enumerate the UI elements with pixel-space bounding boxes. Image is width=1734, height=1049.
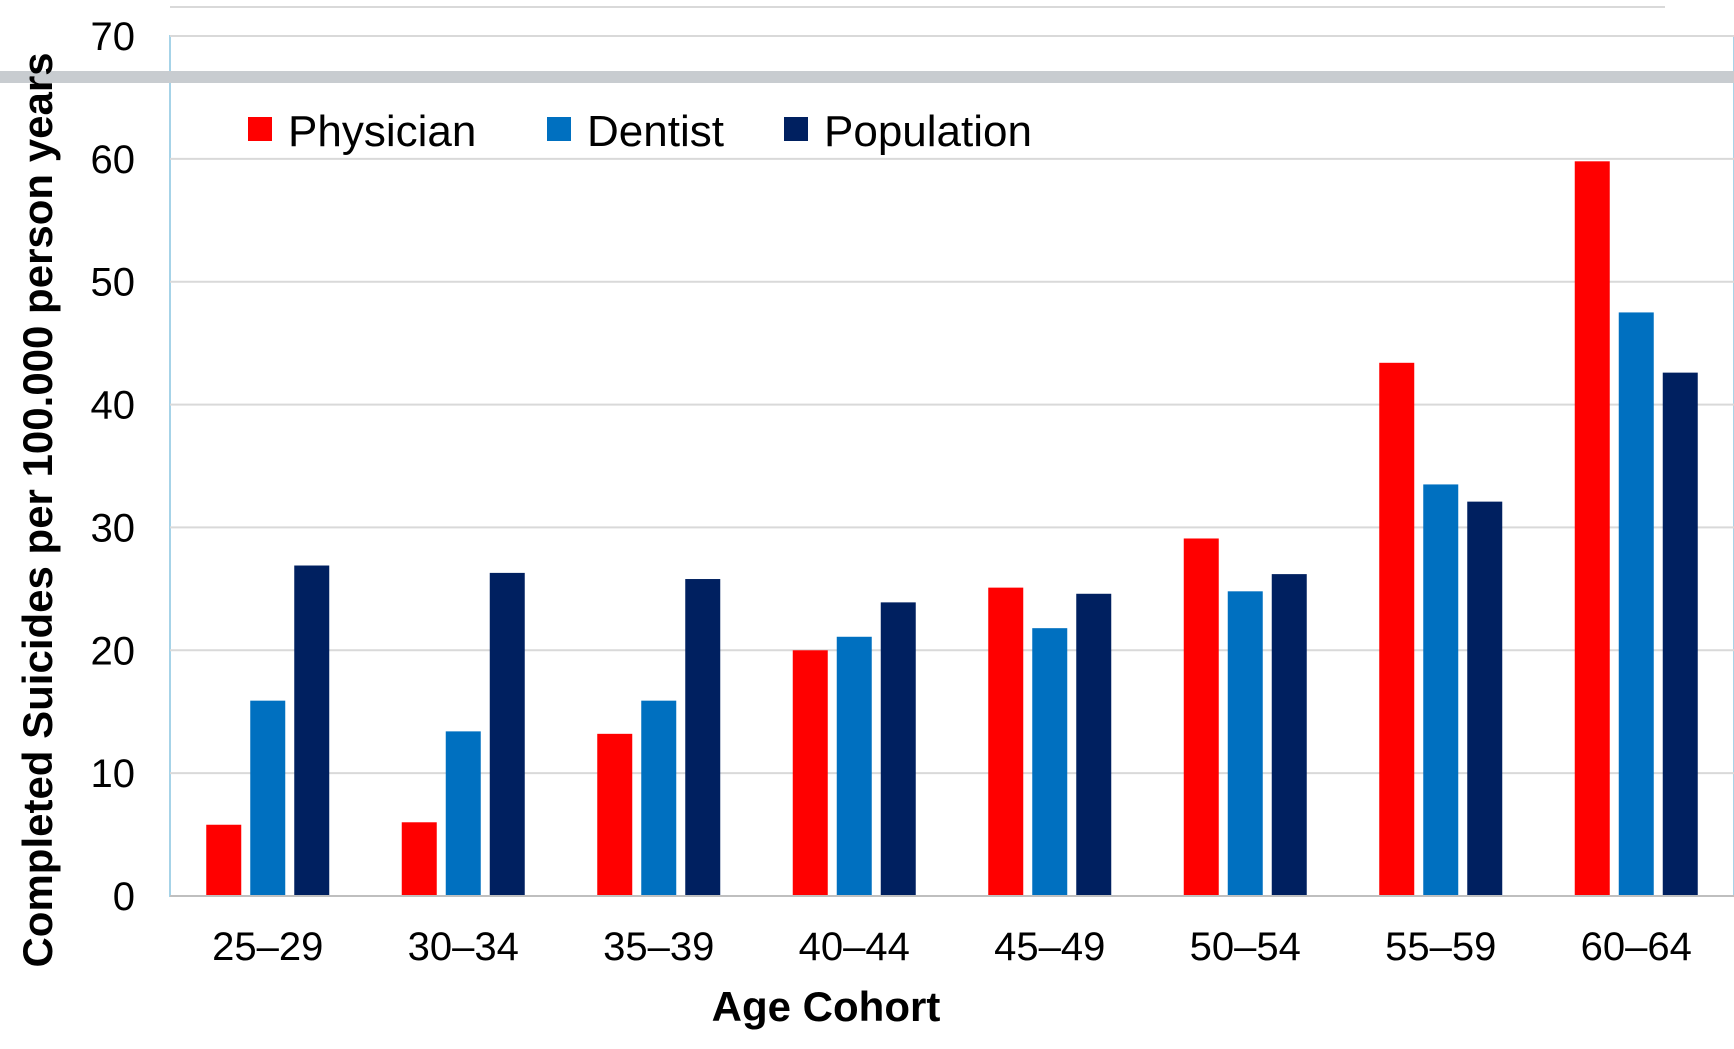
bar-dentist-60–64: [1618, 312, 1654, 896]
y-tick-label-50: 50: [91, 261, 136, 305]
header-banner-bar: [0, 71, 1734, 83]
y-axis-title: Completed Suicides per 100.000 person ye…: [14, 52, 61, 967]
bar-physician-60–64: [1574, 161, 1610, 897]
x-tick-label-50–54: 50–54: [1190, 925, 1301, 969]
bars: [206, 161, 1698, 897]
bar-physician-45–49: [988, 587, 1024, 896]
bar-physician-55–59: [1379, 362, 1415, 896]
bar-dentist-35–39: [641, 700, 677, 896]
y-tick-label-10: 10: [91, 752, 136, 796]
legend-label-dentist: Dentist: [587, 107, 724, 156]
legend-swatch-dentist: [547, 117, 571, 141]
y-tick-label-0: 0: [113, 875, 135, 919]
bar-dentist-50–54: [1227, 591, 1263, 896]
bar-population-50–54: [1271, 574, 1307, 896]
bar-dentist-30–34: [445, 731, 481, 896]
bar-physician-35–39: [597, 733, 633, 896]
bar-population-55–59: [1467, 501, 1503, 896]
x-tick-label-45–49: 45–49: [994, 925, 1105, 969]
bar-physician-25–29: [206, 824, 242, 896]
bar-physician-30–34: [401, 822, 437, 896]
bar-physician-40–44: [792, 650, 828, 896]
legend-swatch-population: [784, 117, 808, 141]
x-axis-ticks: 25–29 30–34 35–39 40–44 45–49 50–54 55–59 60–64: [212, 925, 1692, 969]
bar-population-25–29: [294, 565, 330, 896]
x-tick-label-55–59: 55–59: [1385, 925, 1496, 969]
bar-dentist-55–59: [1423, 484, 1459, 896]
x-tick-label-60–64: 60–64: [1581, 925, 1692, 969]
y-tick-label-30: 30: [91, 506, 136, 550]
bar-population-35–39: [685, 579, 721, 896]
bar-dentist-45–49: [1032, 628, 1068, 896]
gridlines: [170, 35, 1734, 775]
x-tick-label-30–34: 30–34: [408, 925, 519, 969]
y-tick-label-70: 70: [91, 15, 136, 59]
legend-swatch-physician: [248, 117, 272, 141]
y-axis-ticks: 0 10 20 30 40 50 60 70: [91, 15, 136, 919]
bar-dentist-25–29: [250, 700, 286, 896]
bar-dentist-40–44: [836, 636, 872, 896]
bar-population-60–64: [1662, 372, 1698, 897]
legend: Physician Dentist Population: [248, 107, 1032, 156]
legend-label-physician: Physician: [288, 107, 476, 156]
x-tick-label-25–29: 25–29: [212, 925, 323, 969]
y-tick-label-60: 60: [91, 138, 136, 182]
legend-label-population: Population: [824, 107, 1032, 156]
y-tick-label-40: 40: [91, 384, 136, 428]
y-tick-label-20: 20: [91, 629, 136, 673]
x-tick-label-40–44: 40–44: [799, 925, 910, 969]
x-axis-title: Age Cohort: [712, 983, 941, 1030]
x-tick-label-35–39: 35–39: [603, 925, 714, 969]
bar-population-40–44: [880, 602, 916, 896]
bar-population-30–34: [489, 572, 525, 896]
bar-population-45–49: [1076, 593, 1112, 896]
bar-physician-50–54: [1183, 538, 1219, 896]
